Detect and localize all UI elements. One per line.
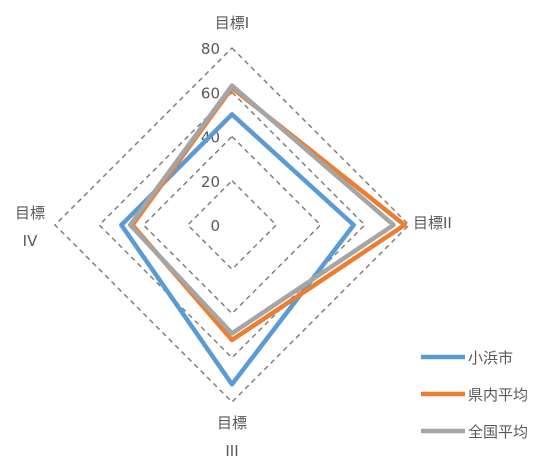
grid-ring-20 bbox=[186, 179, 278, 271]
grid-ring-40 bbox=[142, 135, 322, 315]
grid-ring-60 bbox=[98, 91, 366, 359]
axis-label-4: IV bbox=[23, 232, 38, 250]
axis-label-3: 目標 bbox=[217, 414, 247, 432]
axis-label-4: 目標 bbox=[15, 204, 45, 222]
grid-ring-80 bbox=[53, 46, 411, 404]
axis-label-2: 目標II bbox=[413, 214, 452, 232]
legend-label-2: 県内平均 bbox=[468, 386, 528, 404]
series-lines bbox=[119, 83, 407, 387]
tick-label: 20 bbox=[201, 173, 220, 191]
tick-label: 60 bbox=[201, 84, 220, 102]
axis-labels: 目標I 目標II 目標 III 目標 IV bbox=[15, 14, 452, 457]
legend-label-1: 小浜市 bbox=[468, 349, 513, 367]
grid-lines bbox=[53, 46, 411, 404]
legend-label-3: 全国平均 bbox=[468, 423, 528, 441]
tick-label: 0 bbox=[210, 217, 220, 235]
axis-label-3: III bbox=[225, 442, 238, 457]
series-line-3 bbox=[127, 83, 396, 336]
tick-label: 80 bbox=[201, 40, 220, 58]
axis-label-1: 目標I bbox=[215, 14, 249, 32]
